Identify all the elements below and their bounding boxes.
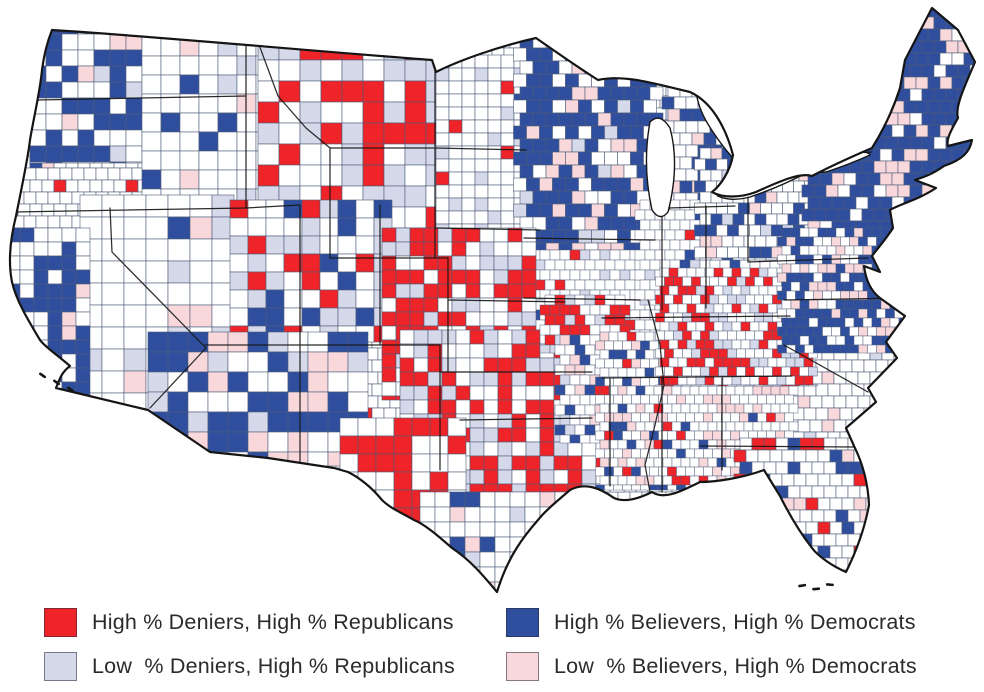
legend-label-high-believers: High % Believers, High % Democrats — [554, 610, 916, 634]
legend-item-low-believers: Low % Believers, High % Democrats — [506, 650, 984, 683]
legend-label-high-deniers: High % Deniers, High % Republicans — [92, 610, 454, 634]
map-region-inland-northwest — [141, 17, 276, 214]
legend-item-high-deniers: High % Deniers, High % Republicans — [44, 606, 506, 639]
state-borders — [13, 41, 906, 493]
us-outline — [8, 6, 977, 594]
map-region-northeast-new-england — [801, 8, 976, 256]
legend-item-high-believers: High % Believers, High % Democrats — [506, 606, 984, 639]
legend-label-low-deniers: Low % Deniers, High % Republicans — [92, 654, 455, 678]
legend-swatch-pink — [506, 652, 539, 681]
legend-swatch-red — [44, 608, 77, 637]
us-county-choropleth-map — [8, 6, 977, 594]
legend-item-low-deniers: Low % Deniers, High % Republicans — [44, 650, 506, 683]
map-region-florida — [733, 437, 879, 583]
map-region-virginia-carolinas — [777, 227, 918, 354]
legend: High % Deniers, High % Republicans Low %… — [0, 602, 984, 683]
map-region-utah-colorado — [229, 199, 393, 343]
legend-swatch-lavender — [44, 652, 77, 681]
map-region-arizona-new-mexico — [147, 331, 369, 467]
legend-swatch-blue — [506, 608, 539, 637]
map-region-california-coast — [9, 227, 91, 407]
islands-and-keys — [39, 372, 834, 591]
map-region-pacific-northwest-coast — [29, 17, 143, 164]
legend-label-low-believers: Low % Believers, High % Democrats — [554, 654, 917, 678]
